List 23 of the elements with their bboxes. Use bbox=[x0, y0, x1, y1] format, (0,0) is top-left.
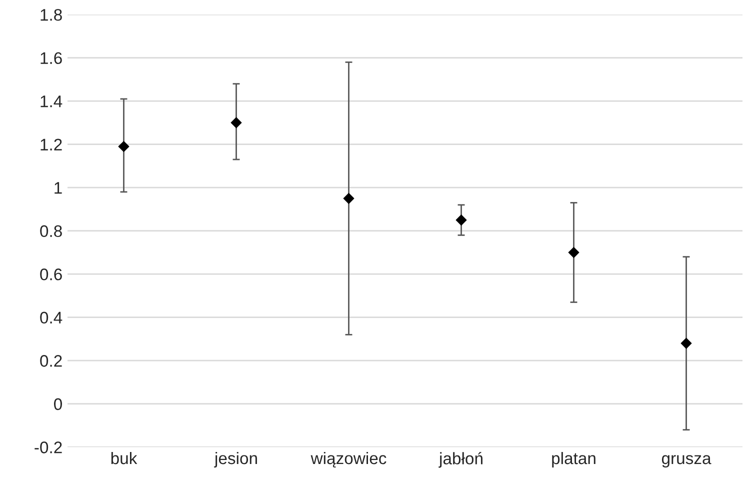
y-tick-label: 0.2 bbox=[40, 355, 62, 367]
y-tick-label: 1.2 bbox=[40, 138, 62, 150]
x-tick-label: wiązowiec bbox=[310, 452, 386, 468]
y-tick-label: 0.8 bbox=[40, 225, 62, 238]
x-tick-label: jabłoń bbox=[438, 452, 482, 468]
y-tick-label: 1.6 bbox=[40, 52, 62, 64]
point bbox=[568, 246, 580, 258]
y-tick-label: 0.6 bbox=[40, 268, 62, 280]
y-tick-label: -0.2 bbox=[34, 442, 62, 454]
x-tick-label: jesion bbox=[214, 452, 257, 468]
y-tick-label: 0.4 bbox=[40, 312, 62, 324]
x-tick-label: platan bbox=[552, 452, 596, 468]
point bbox=[118, 141, 130, 152]
y-tick-label: 1.4 bbox=[40, 96, 62, 108]
x-tick-label: grusza bbox=[662, 455, 712, 468]
y-tick-label: 1.8 bbox=[40, 8, 62, 21]
point bbox=[230, 117, 242, 128]
point bbox=[680, 338, 692, 349]
x-tick-label: buk bbox=[111, 452, 138, 464]
point bbox=[343, 192, 354, 204]
point bbox=[456, 214, 467, 226]
y-tick-label: 0 bbox=[54, 398, 62, 410]
y-tick-label: 1 bbox=[54, 182, 62, 194]
